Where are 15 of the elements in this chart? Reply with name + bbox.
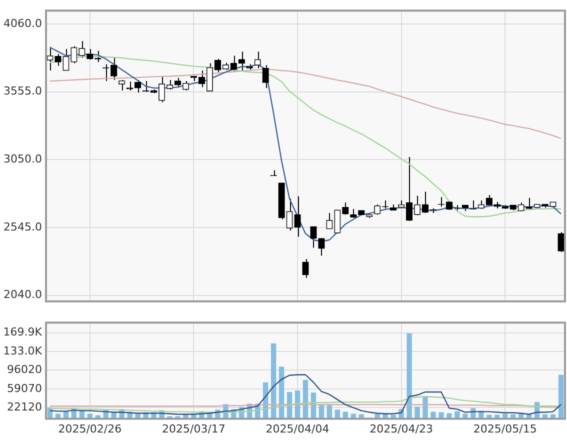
x-tick-label: 2025/02/26 bbox=[58, 422, 122, 436]
x-tick-label: 2025/04/04 bbox=[266, 422, 330, 436]
y-tick-label: 133.0K bbox=[3, 344, 43, 358]
y-tick-label: 22120 bbox=[7, 400, 42, 414]
x-tick-label: 2025/05/15 bbox=[473, 422, 537, 436]
y-tick-label: 2040.0 bbox=[4, 288, 42, 302]
y-tick-label: 59070 bbox=[7, 382, 42, 395]
y-tick-label: 169.9K bbox=[3, 326, 43, 339]
x-tick-label: 2025/03/17 bbox=[162, 422, 226, 436]
y-tick-label: 3050.0 bbox=[4, 152, 42, 166]
y-tick-label: 96020 bbox=[7, 363, 42, 376]
x-tick-label: 2025/04/23 bbox=[370, 422, 434, 436]
y-tick-label: 3555.0 bbox=[4, 84, 42, 98]
y-tick-label: 4060.0 bbox=[4, 16, 42, 30]
y-tick-label: 2545.0 bbox=[4, 220, 42, 234]
